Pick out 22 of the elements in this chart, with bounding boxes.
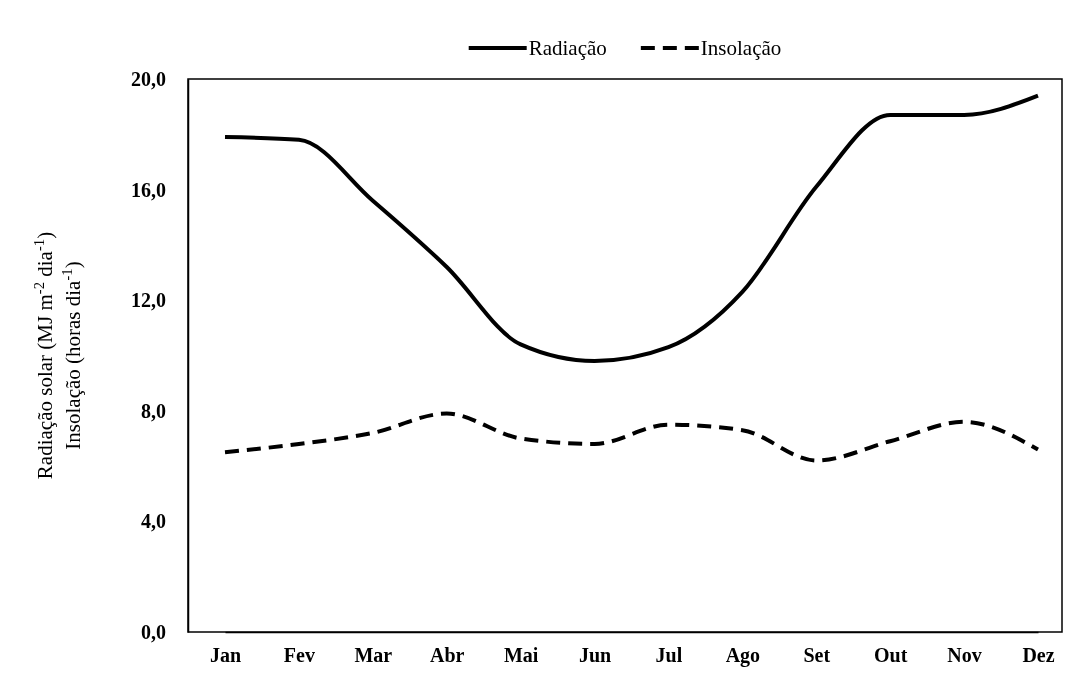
- line-series: [223, 411, 1040, 463]
- x-tick-label: Jan: [209, 644, 242, 667]
- y-tick-label: 16,0: [131, 178, 166, 201]
- x-tick-label: Mar: [354, 644, 393, 667]
- y-tick-label: 0,0: [141, 620, 166, 643]
- x-tick-label: Ago: [725, 644, 761, 668]
- legend-label: Insolação: [700, 36, 782, 60]
- x-tick-label: Set: [803, 644, 831, 667]
- x-tick-label: Mai: [503, 644, 539, 667]
- x-tick-label: Jul: [655, 644, 683, 667]
- legend-label: Radiação: [528, 36, 607, 60]
- x-tick-label: Jun: [578, 644, 612, 667]
- x-tick-label: Dez: [1022, 644, 1055, 667]
- y-tick-label: 4,0: [141, 510, 166, 533]
- x-tick-label: Abr: [430, 644, 465, 667]
- line-series: [223, 93, 1040, 364]
- x-tick-label: Out: [874, 644, 908, 667]
- y-tick-label: 12,0: [131, 289, 166, 312]
- x-tick-label: Nov: [947, 644, 982, 667]
- x-tick-label: Fev: [283, 644, 315, 667]
- y-tick-label: 8,0: [141, 399, 166, 422]
- y-tick-label: 20,0: [131, 67, 166, 90]
